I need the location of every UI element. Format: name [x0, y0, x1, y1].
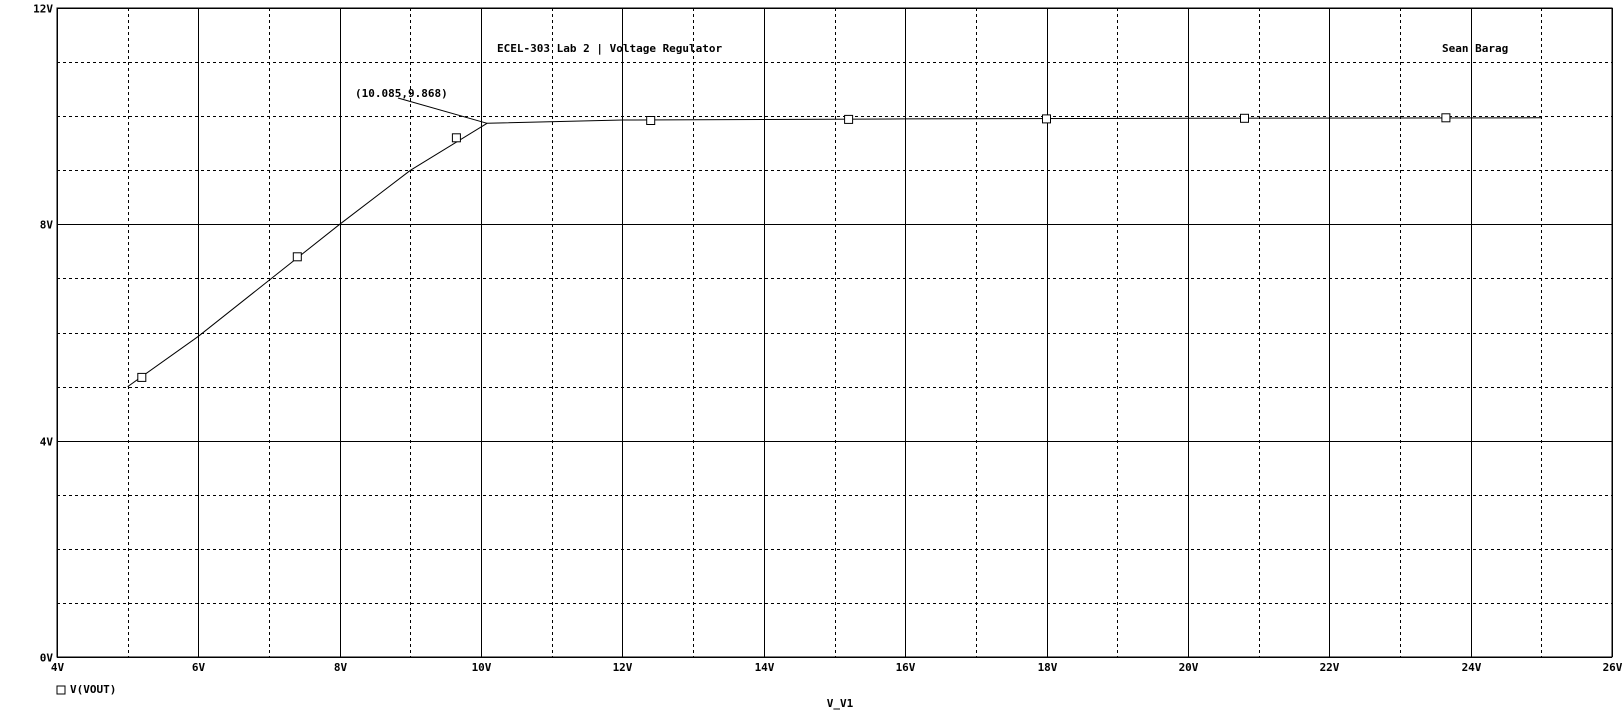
x-tick-label: 12V: [613, 661, 633, 674]
annotation-pointer: [397, 97, 488, 124]
x-axis-ticks: 4V 6V 8V 10V 12V 14V 16V 18V 20V 22V 24V 26V: [51, 661, 1623, 674]
annotation-layer: (10.085,9.868): [355, 87, 488, 124]
data-point-marker: [1240, 113, 1249, 123]
y-tick-label: 4V: [40, 436, 54, 449]
x-tick-label: 20V: [1179, 661, 1199, 674]
grid-minor: [57, 8, 1612, 657]
x-tick-label: 26V: [1603, 661, 1623, 674]
legend-marker-icon: [56, 685, 66, 695]
y-tick-label: 12V: [33, 3, 53, 16]
x-tick-label: 14V: [755, 661, 775, 674]
grid-major: [57, 8, 1613, 658]
data-point-marker: [844, 114, 854, 124]
y-tick-label: 8V: [40, 219, 54, 232]
x-axis-label: V_V1: [827, 697, 854, 710]
x-tick-label: 4V: [51, 661, 65, 674]
annotation-label: (10.085,9.868): [355, 87, 448, 100]
x-tick-label: 22V: [1320, 661, 1340, 674]
data-point-marker: [646, 116, 656, 125]
data-point-marker: [1441, 113, 1451, 123]
y-tick-label: 0V: [40, 652, 54, 665]
data-point-marker: [137, 372, 147, 382]
data-point-marker: [292, 252, 302, 262]
x-tick-label: 6V: [192, 661, 206, 674]
chart-author: Sean Barag: [1442, 42, 1508, 55]
y-axis-ticks: 0V 4V 8V 12V: [33, 3, 53, 665]
x-tick-label: 8V: [334, 661, 348, 674]
legend: V(VOUT): [56, 683, 116, 696]
plot-frame: [56, 7, 1613, 658]
x-tick-label: 10V: [472, 661, 492, 674]
data-point-marker: [451, 133, 461, 143]
legend-label: V(VOUT): [70, 683, 116, 696]
chart-title: ECEL-303 Lab 2 | Voltage Regulator: [497, 42, 723, 55]
data-point-marker: [1042, 114, 1051, 124]
x-tick-label: 16V: [896, 661, 916, 674]
x-tick-label: 18V: [1038, 661, 1058, 674]
x-tick-label: 24V: [1462, 661, 1482, 674]
